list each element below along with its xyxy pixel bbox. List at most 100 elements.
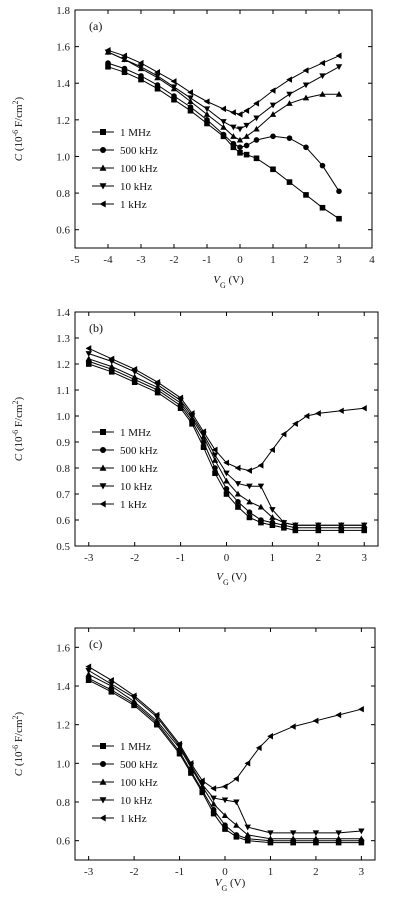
data-point [335,830,342,837]
data-point [187,95,194,102]
series-line [88,363,365,531]
data-point [199,782,206,788]
series-line [88,353,365,526]
x-tick-label: -3 [84,866,94,878]
data-point [269,519,276,526]
data-point [246,509,253,515]
data-point [210,800,217,807]
data-point [303,412,310,420]
x-axis-title: VG (V) [216,571,247,587]
y-tick-label: 1.2 [56,720,70,732]
data-point [203,111,211,117]
legend-label: 1 MHz [120,741,151,753]
data-point [336,215,342,222]
y-axis-title: C (10-6 F/cm2) [11,96,26,161]
data-point [236,136,244,143]
data-point [130,692,137,699]
legend-marker [99,483,107,490]
data-point [246,467,252,474]
data-point [221,812,229,819]
data-point [211,452,219,459]
data-point [154,69,161,76]
data-point [338,407,344,415]
y-tick-label: 1.0 [56,151,70,163]
legend-marker [99,183,107,190]
data-point [138,73,144,79]
data-point [244,824,251,831]
data-point [336,188,342,195]
data-point [244,831,251,838]
data-point [105,60,111,66]
data-point [177,394,184,402]
data-point [286,76,293,83]
y-tick-label: 1.0 [56,758,70,770]
data-point [234,490,242,497]
panel-label: (b) [89,321,103,335]
data-point [85,351,92,357]
legend: 1 MHz 500 kHz 100 kHz 10 kHz 1 kHz [92,427,158,511]
y-tick-label: 0.9 [56,437,70,449]
x-axis-title: VG (V) [213,274,244,290]
data-point [131,373,138,380]
data-point [230,140,237,147]
data-point [223,470,230,477]
legend-marker [100,147,106,153]
data-point [211,446,218,454]
y-tick-label: 1.4 [56,681,70,693]
legend-label: 1 kHz [120,199,147,211]
data-point [312,830,320,837]
data-point [312,717,319,725]
x-tick-label: 3 [361,552,367,564]
data-point [243,122,250,129]
data-point [319,204,326,211]
data-point [361,522,368,529]
data-point [121,65,128,72]
data-point [246,514,253,521]
data-point [315,522,322,529]
series-3 [85,671,365,842]
y-tick-label: 0.8 [56,463,70,475]
legend-label: 100 kHz [120,463,158,475]
data-point [269,102,277,109]
data-point [108,355,115,363]
data-point [153,717,161,724]
legend-marker [99,164,107,171]
data-point [204,117,210,123]
data-point [286,135,293,141]
legend-label: 10 kHz [120,795,152,807]
x-tick-label: 1 [268,866,274,878]
data-point [302,82,310,89]
data-point [243,107,250,114]
data-point [130,698,138,704]
data-point [211,456,219,463]
data-point [335,711,342,719]
data-point [233,832,240,838]
data-point [257,483,265,490]
data-point [302,94,310,101]
x-tick-label: -1 [202,254,211,266]
legend-marker [100,129,106,135]
legend-label: 500 kHz [120,759,158,771]
data-point [243,133,250,139]
x-tick-label: -1 [176,552,185,564]
y-tick-label: 1.2 [56,115,70,127]
legend-label: 10 kHz [120,181,152,193]
legend-label: 1 MHz [120,127,151,139]
y-tick-label: 1.1 [56,385,70,397]
data-point [246,483,253,490]
y-tick-label: 1.6 [56,42,70,54]
legend: 1 MHz 500 kHz 100 kHz 10 kHz 1 kHz [92,741,158,825]
data-point [230,124,237,131]
data-point [153,711,160,719]
data-point [319,59,326,67]
legend-marker [100,429,106,435]
data-point [358,828,365,835]
y-tick-label: 1.2 [56,359,70,371]
data-point [85,671,92,677]
y-tick-label: 1.8 [56,5,70,17]
x-tick-label: 4 [369,254,375,266]
data-point [104,47,111,54]
x-tick-label: -2 [169,254,178,266]
data-point [203,98,210,105]
